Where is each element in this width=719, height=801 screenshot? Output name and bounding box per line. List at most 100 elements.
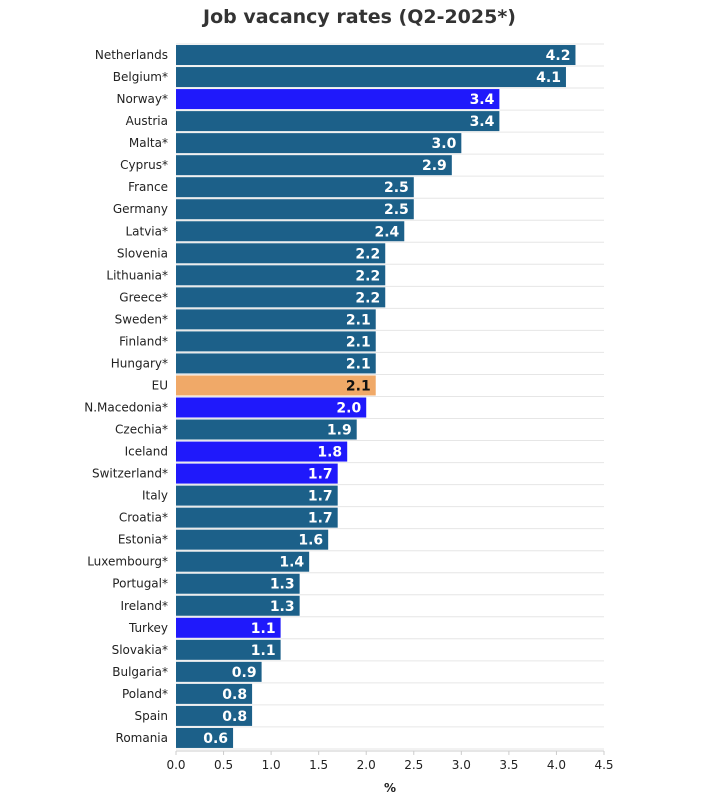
data-label: 2.1 — [346, 312, 371, 328]
data-label: 1.3 — [270, 599, 295, 615]
data-label: 1.8 — [317, 445, 342, 461]
x-tick-label: 2.0 — [357, 758, 376, 772]
bar — [176, 419, 357, 440]
bar — [176, 573, 300, 594]
x-tick-label: 1.5 — [309, 758, 328, 772]
category-label: Cyprus* — [120, 158, 168, 172]
x-tick-label: 2.5 — [404, 758, 423, 772]
bar — [176, 375, 376, 396]
bar — [176, 331, 376, 352]
data-label: 3.4 — [470, 92, 495, 108]
bar — [176, 133, 462, 154]
category-label: Czechia* — [115, 423, 168, 437]
data-label: 2.1 — [346, 334, 371, 350]
category-label: Norway* — [116, 92, 168, 106]
data-label: 1.3 — [270, 577, 295, 593]
bar — [176, 683, 253, 704]
x-tick-label: 3.5 — [499, 758, 518, 772]
bar — [176, 617, 281, 638]
category-label: Turkey — [128, 621, 168, 635]
category-label: Austria — [126, 114, 168, 128]
category-label: Greece* — [119, 290, 168, 304]
grid-lines — [176, 43, 604, 750]
x-axis: 0.0 0.5 1.0 1.5 2.0 2.5 3.0 3.5 4.0 4.5 — [166, 750, 614, 772]
category-label: Latvia* — [125, 224, 168, 238]
bar — [176, 441, 348, 462]
category-label: Belgium* — [113, 70, 168, 84]
bar — [176, 243, 386, 264]
bar — [176, 89, 500, 110]
category-label: Poland* — [122, 687, 168, 701]
chart-title: Job vacancy rates (Q2-2025*) — [203, 6, 516, 28]
data-label: 2.9 — [422, 158, 447, 174]
category-label: Luxembourg* — [87, 555, 168, 569]
data-label: 1.1 — [251, 621, 276, 637]
data-label: 0.8 — [222, 709, 247, 725]
value-labels: 4.2 4.1 3.4 3.4 3.0 2.9 2.5 2.5 2.4 2.2 2.2 2.2 2.1 2… — [203, 48, 570, 747]
data-label: 2.0 — [336, 401, 361, 417]
data-label: 1.7 — [308, 511, 333, 527]
category-label: Estonia* — [118, 533, 168, 547]
data-label: 4.1 — [536, 70, 561, 86]
data-label: 2.5 — [384, 202, 409, 218]
bar — [176, 111, 500, 132]
bars — [176, 45, 576, 748]
x-tick-label: 1.0 — [262, 758, 281, 772]
data-label: 1.7 — [308, 489, 333, 505]
category-label: Hungary* — [111, 356, 168, 370]
category-label: Ireland* — [120, 599, 168, 613]
data-label: 2.2 — [355, 268, 380, 284]
category-label: Finland* — [119, 334, 168, 348]
category-label: Netherlands — [95, 48, 168, 62]
x-tick-label: 3.0 — [452, 758, 471, 772]
bar — [176, 309, 376, 330]
bar — [176, 199, 414, 220]
data-label: 4.2 — [546, 48, 571, 64]
data-label: 1.6 — [298, 533, 323, 549]
category-label: Lithuania* — [106, 268, 168, 282]
category-label: Bulgaria* — [112, 665, 168, 679]
category-label: N.Macedonia* — [84, 401, 168, 415]
x-tick-label: 0.5 — [214, 758, 233, 772]
category-label: EU — [152, 378, 168, 392]
category-labels: Netherlands Belgium* Norway* Austria Malta* C… — [84, 48, 168, 745]
x-axis-title: % — [384, 781, 396, 795]
bar — [176, 485, 338, 506]
bar — [176, 287, 386, 308]
data-label: 1.4 — [279, 555, 304, 571]
bar — [176, 705, 253, 726]
bar — [176, 155, 452, 176]
x-tick-label: 0.0 — [166, 758, 185, 772]
data-label: 1.1 — [251, 643, 276, 659]
data-label: 2.5 — [384, 180, 409, 196]
category-label: Malta* — [129, 136, 168, 150]
category-label: Portugal* — [112, 577, 168, 591]
x-tick-label: 4.0 — [547, 758, 566, 772]
bar — [176, 595, 300, 616]
bar — [176, 507, 338, 528]
bar — [176, 661, 262, 682]
category-label: Germany — [113, 202, 168, 216]
category-label: Iceland — [125, 445, 168, 459]
category-label: Sweden* — [115, 312, 168, 326]
data-label: 0.6 — [203, 731, 228, 747]
data-label: 2.2 — [355, 246, 380, 262]
category-label: Slovakia* — [112, 643, 168, 657]
data-label: 0.9 — [232, 665, 257, 681]
data-label: 2.1 — [346, 378, 371, 394]
data-label: 3.4 — [470, 114, 495, 130]
category-label: Romania — [116, 731, 168, 745]
data-label: 2.1 — [346, 356, 371, 372]
bar — [176, 353, 376, 374]
category-label: Switzerland* — [92, 467, 168, 481]
category-label: Croatia* — [119, 511, 168, 525]
bar — [176, 463, 338, 484]
category-label: Spain — [134, 709, 168, 723]
bar — [176, 265, 386, 286]
bar — [176, 639, 281, 660]
bar — [176, 397, 367, 418]
data-label: 2.4 — [374, 224, 399, 240]
category-label: France — [128, 180, 168, 194]
